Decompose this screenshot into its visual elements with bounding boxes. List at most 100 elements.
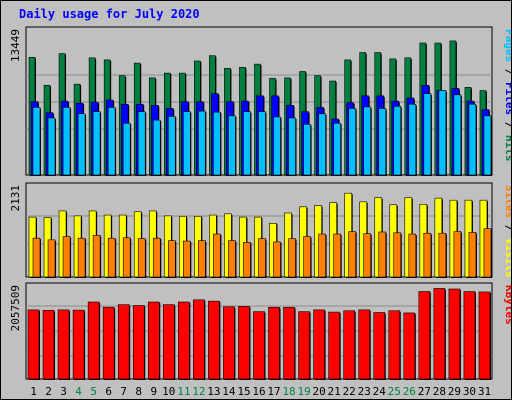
bar-kbytes-9 [147, 301, 160, 380]
right-label-seg-0-1: / [503, 62, 511, 82]
bar-pages-13 [213, 111, 221, 176]
bar-pages-19 [303, 124, 311, 176]
y-max-label-1: 2131 [9, 185, 22, 212]
x-tick-label-29: 29 [448, 385, 461, 398]
bar-sites-4 [77, 237, 86, 278]
bar-kbytes-7 [117, 304, 130, 380]
bar-sites-18 [288, 238, 296, 278]
bar-pages-25 [393, 106, 402, 176]
bar-pages-2 [47, 117, 56, 176]
x-tick-label-24: 24 [373, 385, 387, 398]
x-tick-label-31: 31 [478, 385, 491, 398]
bar-sites-19 [303, 236, 311, 278]
bar-kbytes-19 [298, 311, 310, 380]
bar-sites-17 [273, 241, 281, 278]
bar-pages-29 [453, 94, 462, 176]
bar-kbytes-28 [433, 288, 446, 380]
bar-sites-15 [243, 242, 251, 278]
bar-pages-11 [183, 111, 191, 176]
x-tick-label-15: 15 [237, 385, 250, 398]
bar-sites-14 [228, 240, 236, 278]
right-label-seg-1-0: Sites [503, 185, 511, 218]
bar-pages-31 [483, 115, 492, 176]
bar-kbytes-6 [102, 306, 115, 380]
bar-sites-29 [453, 231, 462, 278]
x-tick-label-6: 6 [105, 385, 112, 398]
bar-sites-1 [32, 237, 41, 278]
right-label-seg-0-4: Hits [503, 135, 511, 162]
bar-pages-9 [152, 119, 161, 176]
bar-sites-7 [122, 237, 131, 278]
y-max-label-0: 13449 [9, 29, 22, 62]
bar-kbytes-4 [72, 309, 85, 380]
bar-pages-1 [32, 107, 41, 176]
bar-sites-24 [378, 231, 387, 278]
x-tick-label-26: 26 [403, 385, 416, 398]
bar-sites-5 [92, 234, 101, 278]
bar-pages-20 [318, 113, 326, 176]
x-tick-label-19: 19 [297, 385, 310, 398]
x-tick-label-11: 11 [177, 385, 190, 398]
bar-kbytes-1 [27, 309, 40, 380]
bar-pages-7 [122, 122, 131, 176]
bar-pages-22 [348, 108, 356, 176]
x-tick-label-12: 12 [192, 385, 205, 398]
bar-kbytes-15 [238, 306, 250, 380]
bar-kbytes-29 [448, 288, 461, 380]
bar-pages-16 [258, 111, 266, 176]
bar-sites-20 [318, 233, 326, 278]
bar-sites-6 [107, 237, 116, 278]
right-label-seg-1-1: / [503, 218, 511, 238]
right-label-2: KBytes [503, 285, 511, 325]
bar-pages-14 [228, 115, 236, 176]
bar-pages-12 [198, 110, 206, 176]
bar-kbytes-26 [403, 312, 416, 380]
x-tick-label-28: 28 [433, 385, 446, 398]
bar-sites-10 [167, 240, 176, 278]
bar-kbytes-5 [87, 301, 100, 380]
bar-pages-5 [92, 111, 101, 176]
bar-pages-24 [378, 108, 387, 176]
bar-kbytes-23 [358, 309, 371, 380]
bar-sites-25 [393, 232, 402, 278]
bar-pages-17 [273, 116, 281, 176]
x-tick-label-3: 3 [60, 385, 67, 398]
bar-pages-6 [107, 107, 116, 176]
right-label-seg-0-2: Files [503, 82, 511, 115]
bar-sites-27 [423, 232, 432, 278]
bar-pages-15 [243, 111, 251, 176]
x-tick-label-27: 27 [418, 385, 431, 398]
x-tick-label-1: 1 [30, 385, 37, 398]
bar-kbytes-31 [478, 291, 491, 380]
bar-kbytes-17 [268, 306, 280, 380]
x-tick-label-20: 20 [313, 385, 326, 398]
x-tick-label-25: 25 [388, 385, 401, 398]
bar-sites-2 [47, 239, 56, 278]
bar-kbytes-22 [343, 310, 355, 380]
x-tick-label-10: 10 [162, 385, 175, 398]
x-tick-label-14: 14 [222, 385, 236, 398]
x-tick-label-30: 30 [463, 385, 476, 398]
x-tick-label-18: 18 [282, 385, 295, 398]
bar-kbytes-14 [223, 306, 235, 380]
bar-sites-21 [333, 233, 341, 278]
bar-kbytes-16 [253, 311, 265, 380]
bar-pages-4 [77, 113, 86, 176]
bar-kbytes-13 [208, 300, 220, 380]
bar-kbytes-18 [283, 306, 295, 380]
bar-pages-8 [137, 111, 146, 176]
bar-pages-30 [468, 103, 477, 176]
bar-pages-18 [288, 117, 296, 176]
right-label-0: Pages / Files / Hits [503, 29, 511, 162]
x-tick-label-13: 13 [207, 385, 220, 398]
x-tick-label-22: 22 [343, 385, 356, 398]
bar-sites-11 [183, 240, 191, 278]
bar-kbytes-30 [463, 291, 476, 380]
bar-sites-28 [438, 232, 447, 278]
bar-pages-10 [167, 116, 176, 176]
bar-pages-23 [363, 106, 372, 176]
bar-pages-21 [333, 122, 341, 176]
bar-sites-9 [152, 237, 161, 278]
right-label-seg-0-3: / [503, 115, 511, 135]
